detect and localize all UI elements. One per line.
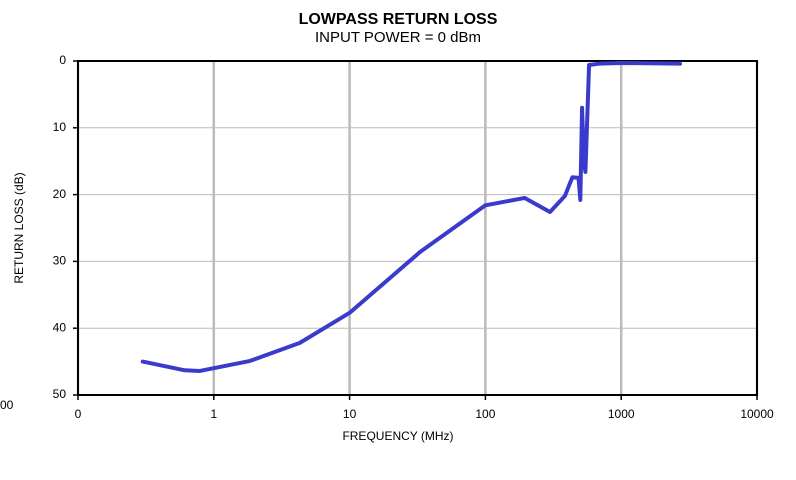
x-tick-label: 100 — [475, 407, 495, 421]
y-axis-label: RETURN LOSS (dB) — [12, 172, 26, 283]
data-line — [140, 61, 682, 373]
x-tick-label: 1 — [210, 407, 217, 421]
plot-frame — [77, 60, 758, 396]
x-tick-label: 10000 — [740, 407, 774, 421]
y-tick-label: 30 — [53, 254, 67, 268]
chart-title: LOWPASS RETURN LOSS — [299, 11, 498, 28]
y-tick-label: 50 — [53, 387, 67, 401]
x-tick-label: 10 — [343, 407, 357, 421]
chart-subtitle: INPUT POWER = 0 dBm — [315, 29, 481, 46]
x-tick-label: 0 — [75, 407, 82, 421]
y-tick-label: 10 — [53, 120, 67, 134]
y-tick-label: 0 — [59, 53, 66, 67]
x-axis-label: FREQUENCY (MHz) — [342, 429, 453, 443]
x-tick-label: 1000 — [608, 407, 635, 421]
annotation: 00 — [0, 398, 14, 412]
y-tick-label: 20 — [53, 187, 67, 201]
y-tick-label: 40 — [53, 320, 67, 334]
